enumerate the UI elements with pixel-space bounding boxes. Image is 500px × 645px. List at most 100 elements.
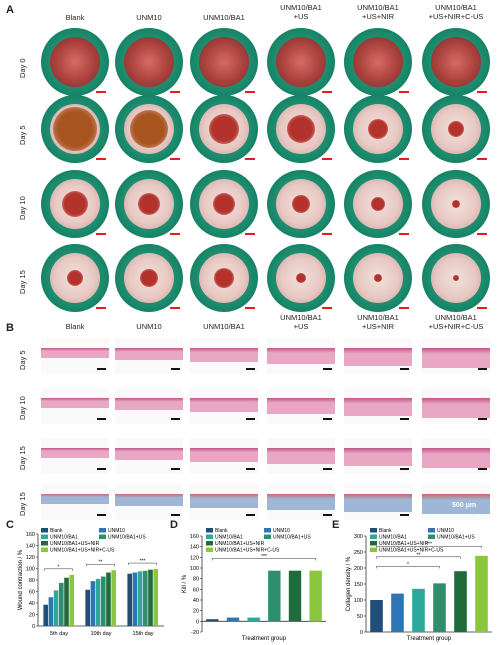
legend-swatch	[206, 547, 213, 552]
significance-bracket	[376, 566, 440, 569]
tissue-section	[344, 494, 412, 512]
scale-bar	[246, 418, 255, 420]
wound-photo	[41, 170, 109, 238]
legend-swatch	[264, 534, 271, 539]
bar	[412, 588, 425, 632]
panel-c-letter: C	[6, 519, 14, 531]
bar	[64, 577, 69, 626]
scale-bar	[245, 91, 255, 93]
wound-area	[452, 200, 460, 208]
scale-bar	[245, 307, 255, 309]
bar	[95, 578, 101, 626]
scale-bar	[323, 368, 332, 370]
scale-bar	[400, 468, 409, 470]
bar	[101, 576, 106, 626]
bar	[268, 570, 281, 622]
legend-entry: UNM10/BA1+US	[273, 535, 311, 541]
histology-image	[344, 338, 412, 374]
tissue-section	[115, 494, 183, 506]
legend-entry: UNM10/BA1+US	[108, 535, 146, 541]
wound-photo	[190, 95, 258, 163]
panel-b-column-header: UNM10/BA1 +US+NIR	[357, 313, 399, 331]
y-tick-label: 160	[26, 532, 35, 538]
bar	[247, 617, 260, 622]
histology-image	[422, 438, 490, 474]
bar	[288, 570, 302, 622]
scale-bar	[170, 91, 180, 93]
scale-bar	[170, 307, 180, 309]
y-tick-label: 300	[354, 534, 363, 540]
legend-entry: UNM10	[437, 528, 454, 534]
collagen-density-chart: 0 50 100 150 200 250 300 Collagen density / % Tr…	[346, 528, 492, 642]
wound-area	[292, 195, 310, 213]
x-tick-label: 10th day	[90, 631, 111, 637]
kill-rate-chart: -20 0 20 40 60 80 100 120 140 160 Kill / % Treatmen…	[182, 528, 326, 642]
y-tick-label: 50	[357, 614, 363, 620]
y-tick-label: 80	[193, 577, 199, 583]
tissue-section	[41, 448, 109, 458]
wound-photo	[344, 95, 412, 163]
y-tick-label: 0	[196, 619, 199, 625]
significance-bracket	[128, 562, 157, 566]
scale-bar	[400, 368, 409, 370]
wound-area	[374, 274, 382, 282]
significance-label: ***	[140, 559, 146, 565]
panel-a-row-label: Day 10	[18, 196, 27, 220]
scale-bar	[170, 233, 180, 235]
histology-image	[422, 388, 490, 424]
tissue-section	[422, 398, 490, 418]
scale-bar	[323, 418, 332, 420]
legend-entry: UNM10	[108, 528, 125, 534]
wound-photo	[267, 95, 335, 163]
panel-a-row-label: Day 0	[18, 58, 27, 78]
x-tick-label: 15th day	[132, 631, 153, 637]
scale-bar	[245, 158, 255, 160]
wound-area	[138, 193, 160, 215]
tissue-section	[422, 348, 490, 368]
panel-a-column-header: UNM10	[136, 13, 162, 22]
scale-bar	[246, 368, 255, 370]
scale-bar	[246, 514, 255, 516]
wound-area	[368, 119, 388, 139]
histology-image	[41, 484, 109, 520]
y-axis-label: Kill / %	[182, 574, 188, 593]
wound-photo	[267, 244, 335, 312]
y-tick-label: 20	[193, 609, 199, 615]
histology-image	[422, 338, 490, 374]
legend-entry: UNM10/BA1+US+NIR+C-US	[50, 548, 115, 554]
panel-b-column-header: UNM10/BA1	[203, 322, 245, 331]
wound-area	[214, 268, 234, 288]
scale-bar-label: 500 μm	[452, 502, 477, 509]
wound-area	[371, 197, 385, 211]
tissue-section	[190, 348, 258, 362]
x-tick-label: 5th day	[50, 631, 68, 637]
wound-photo	[344, 244, 412, 312]
y-tick-label: 250	[354, 550, 363, 556]
scale-bar	[322, 91, 332, 93]
tissue-section	[41, 348, 109, 358]
significance-bracket	[376, 556, 461, 559]
y-tick-label: -20	[191, 630, 199, 636]
panel-b-row-label: Day 5	[18, 350, 27, 370]
legend-entry: Blank	[50, 528, 63, 534]
y-axis-label: Collagen density / %	[346, 556, 352, 611]
bar	[475, 555, 488, 632]
legend-entry: UNM10/BA1+US+NIR+C-US	[215, 548, 280, 554]
tissue-section	[115, 448, 183, 460]
legend-swatch	[99, 534, 106, 539]
significance-label: ***	[426, 542, 432, 548]
histology-image	[267, 438, 335, 474]
tissue-section	[190, 494, 258, 508]
y-tick-label: 0	[360, 630, 363, 636]
wound-photo	[422, 28, 490, 96]
y-tick-label: 80	[29, 578, 35, 584]
y-axis-label: Wound contraction / %	[18, 549, 24, 610]
histology-image	[190, 438, 258, 474]
panel-a-row-label: Day 5	[18, 125, 27, 145]
y-tick-label: 140	[26, 544, 35, 550]
legend-entry: UNM10/BA1+US+NIR	[379, 541, 429, 547]
scale-bar	[96, 91, 106, 93]
bar	[391, 593, 404, 632]
scale-bar	[96, 158, 106, 160]
tissue-section	[41, 494, 109, 504]
